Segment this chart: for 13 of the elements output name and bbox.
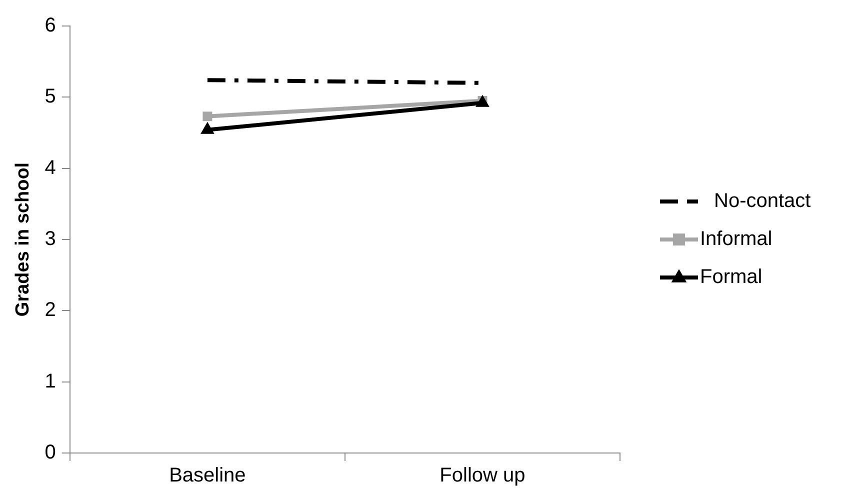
legend-label: Informal — [700, 228, 772, 250]
y-axis-title: Grades in school — [12, 162, 34, 317]
x-tick-label: Follow up — [440, 464, 526, 487]
y-tick-label: 1 — [44, 370, 56, 392]
x-tick-label: Baseline — [169, 464, 246, 487]
y-tick-label: 6 — [44, 14, 56, 37]
y-tick-label: 2 — [44, 299, 56, 322]
y-tick-label: 3 — [44, 228, 56, 250]
y-tick-label: 0 — [44, 442, 56, 464]
y-tick-label: 4 — [44, 156, 56, 179]
y-tick-label: 5 — [44, 86, 56, 108]
legend-label: Formal — [700, 266, 762, 288]
legend-label: No-contact — [714, 190, 812, 212]
